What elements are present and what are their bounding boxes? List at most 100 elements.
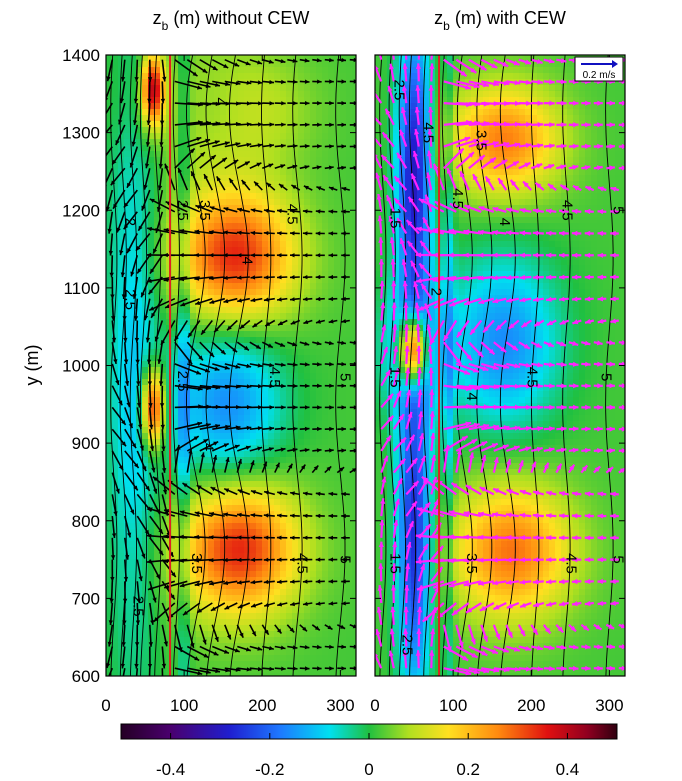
heatmap-cell (322, 127, 329, 134)
heatmap-cell (154, 301, 161, 308)
heatmap-cell (160, 361, 167, 368)
heatmap-cell (142, 517, 149, 524)
heatmap-cell (322, 607, 329, 614)
heatmap-cell (184, 283, 191, 290)
heatmap-cell (130, 667, 137, 674)
heatmap-cell (202, 277, 209, 284)
heatmap-cell (214, 493, 221, 500)
heatmap-cell (106, 409, 113, 416)
heatmap-cell (154, 439, 161, 446)
heatmap-cell (286, 391, 293, 398)
heatmap-cell (148, 55, 155, 62)
heatmap-cell (238, 529, 245, 536)
heatmap-cell (340, 109, 347, 116)
heatmap-cell (142, 343, 149, 350)
heatmap-cell (298, 613, 305, 620)
heatmap-cell (202, 343, 209, 350)
heatmap-cell (190, 577, 197, 584)
heatmap-cell (148, 589, 155, 596)
heatmap-cell (208, 85, 215, 92)
heatmap-cell (244, 139, 251, 146)
heatmap-cell (328, 445, 335, 452)
heatmap-cell (250, 259, 257, 266)
heatmap-cell (118, 565, 125, 572)
heatmap-cell (130, 565, 137, 572)
heatmap-cell (112, 385, 119, 392)
heatmap-cell (178, 133, 185, 140)
heatmap-cell (238, 169, 245, 176)
heatmap-cell (172, 241, 179, 248)
heatmap-cell (304, 133, 311, 140)
heatmap-cell (274, 595, 281, 602)
heatmap-cell (118, 511, 125, 518)
heatmap-cell (160, 499, 167, 506)
heatmap-cell (214, 247, 221, 254)
heatmap-cell (340, 181, 347, 188)
heatmap-cell (202, 655, 209, 662)
heatmap-cell (268, 493, 275, 500)
heatmap-cell (172, 367, 179, 374)
heatmap-cell (334, 565, 341, 572)
heatmap-cell (226, 283, 233, 290)
heatmap-cell (238, 409, 245, 416)
heatmap-cell (256, 103, 263, 110)
heatmap-cell (142, 151, 149, 158)
heatmap-cell (208, 109, 215, 116)
heatmap-cell (352, 469, 356, 476)
heatmap-cell (214, 265, 221, 272)
heatmap-cell (352, 211, 356, 218)
heatmap-cell (334, 667, 341, 674)
heatmap-cell (124, 385, 131, 392)
heatmap-cell (148, 343, 155, 350)
heatmap-cell (124, 415, 131, 422)
heatmap-cell (202, 481, 209, 488)
heatmap-cell (328, 427, 335, 434)
velocity-arrowhead (132, 294, 137, 299)
heatmap-cell (172, 103, 179, 110)
velocity-arrowhead (224, 605, 230, 610)
heatmap-cell (346, 229, 353, 236)
heatmap-cell (106, 463, 113, 470)
heatmap-cell (238, 61, 245, 68)
heatmap-cell (334, 403, 341, 410)
heatmap-cell (124, 271, 131, 278)
heatmap-cell (124, 559, 131, 566)
heatmap-cell (208, 277, 215, 284)
heatmap-cell (106, 319, 113, 326)
heatmap-cell (106, 379, 113, 386)
heatmap-cell (226, 415, 233, 422)
velocity-arrowhead (209, 299, 215, 304)
heatmap-cell (214, 469, 221, 476)
velocity-arrowhead (209, 206, 215, 211)
heatmap-cell (298, 73, 305, 80)
heatmap-cell (310, 397, 317, 404)
heatmap-cell (142, 349, 149, 356)
heatmap-cell (226, 439, 233, 446)
heatmap-cell (328, 595, 335, 602)
heatmap-cell (184, 265, 191, 272)
heatmap-cell (106, 55, 113, 62)
heatmap-cell (148, 133, 155, 140)
heatmap-cell (274, 67, 281, 74)
heatmap-cell (292, 187, 299, 194)
heatmap-cell (268, 331, 275, 338)
heatmap-cell (148, 217, 155, 224)
velocity-arrowhead (225, 424, 230, 430)
heatmap-cell (190, 409, 197, 416)
heatmap-cell (130, 199, 137, 206)
heatmap-cell (244, 607, 251, 614)
heatmap-cell (130, 337, 137, 344)
velocity-arrowhead (122, 620, 127, 625)
heatmap-cell (286, 139, 293, 146)
heatmap-cell (148, 349, 155, 356)
heatmap-cell (286, 619, 293, 626)
heatmap-cell (148, 541, 155, 548)
heatmap-cell (262, 61, 269, 68)
heatmap-cell (196, 463, 203, 470)
heatmap-cell (232, 301, 239, 308)
heatmap-cell (280, 409, 287, 416)
heatmap-cell (316, 631, 323, 638)
heatmap-cell (334, 415, 341, 422)
heatmap-cell (298, 553, 305, 560)
heatmap-cell (310, 253, 317, 260)
